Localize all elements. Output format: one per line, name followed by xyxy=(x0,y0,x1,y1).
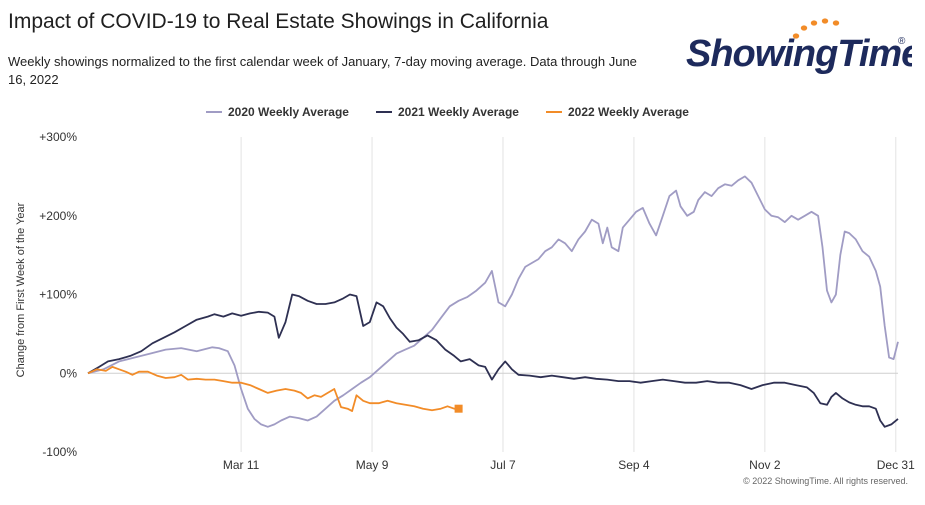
series-line-1 xyxy=(87,175,899,428)
legend-entry: 2020 Weekly Average xyxy=(228,105,349,119)
series-line-2 xyxy=(87,293,899,428)
chart-grid xyxy=(240,137,897,452)
logo-dots-icon xyxy=(792,18,840,39)
logo-registered: ® xyxy=(898,36,906,47)
series-end-marker xyxy=(454,404,463,413)
y-tick-label: 0% xyxy=(60,366,78,380)
logo-dot xyxy=(792,33,800,39)
x-tick-label: Sep 4 xyxy=(618,458,650,472)
x-tick-label: Mar 11 xyxy=(223,458,260,472)
legend-entry: 2021 Weekly Average xyxy=(398,105,519,119)
y-axis-label: Change from First Week of the Year xyxy=(15,202,27,377)
series-line-3 xyxy=(87,366,459,412)
y-axis: +300% +200% +100% 0% -100% xyxy=(39,130,77,459)
chart-subtitle: Weekly showings normalized to the first … xyxy=(8,54,637,87)
logo-dot xyxy=(800,25,808,31)
x-tick-label: Dec 31 xyxy=(877,458,915,472)
x-axis: Mar 11 May 9 Jul 7 Sep 4 Nov 2 Dec 31 xyxy=(223,458,915,472)
chart-title: Impact of COVID-19 to Real Estate Showin… xyxy=(8,10,549,33)
legend-entry: 2022 Weekly Average xyxy=(568,105,689,119)
y-tick-label: +200% xyxy=(39,209,77,223)
chart-legend: 2020 Weekly Average 2021 Weekly Average 20… xyxy=(206,105,689,119)
logo-dot xyxy=(821,18,829,24)
chart-series xyxy=(87,175,899,428)
logo-wordmark: ShowingTime xyxy=(686,33,912,75)
logo-dot xyxy=(810,20,818,26)
x-tick-label: Nov 2 xyxy=(749,458,781,472)
logo-dot xyxy=(832,20,840,26)
y-tick-label: +300% xyxy=(39,130,77,144)
x-tick-label: Jul 7 xyxy=(490,458,516,472)
x-tick-label: May 9 xyxy=(356,458,389,472)
copyright-notice: © 2022 ShowingTime. All rights reserved. xyxy=(743,476,908,486)
y-tick-label: +100% xyxy=(39,288,77,302)
showingtime-logo: ShowingTime ® xyxy=(686,18,912,75)
y-tick-label: -100% xyxy=(42,445,77,459)
